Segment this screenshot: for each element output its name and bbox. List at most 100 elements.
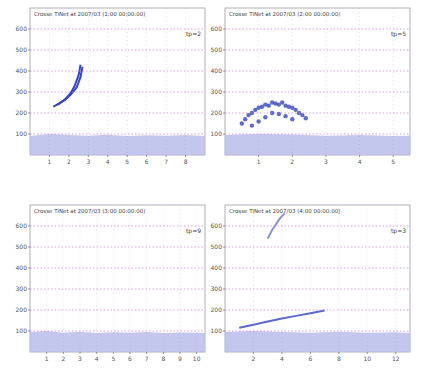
grid-line xyxy=(30,289,205,290)
y-tick-label: 100 xyxy=(211,130,223,137)
grid-line xyxy=(49,8,50,155)
grid-line xyxy=(96,205,97,352)
data-group xyxy=(225,213,410,352)
grid-line xyxy=(113,205,114,352)
grid-line xyxy=(63,205,64,352)
x-tick-label: 7 xyxy=(145,355,149,362)
tick xyxy=(281,352,282,354)
grid-line xyxy=(88,8,89,155)
grid-line xyxy=(127,8,128,155)
point xyxy=(304,116,308,120)
grid-line xyxy=(30,29,205,30)
noise-band xyxy=(225,134,410,155)
tick xyxy=(146,352,147,354)
y-tick-label: 300 xyxy=(211,285,223,292)
tick xyxy=(325,155,326,157)
x-tick-label: 4 xyxy=(106,158,110,165)
tick xyxy=(63,352,64,354)
grid-line xyxy=(225,113,410,114)
noise-band xyxy=(30,331,205,352)
grid-line xyxy=(225,310,410,311)
tick xyxy=(46,352,47,354)
tick xyxy=(223,289,225,290)
grid-line xyxy=(292,8,293,155)
grid-line xyxy=(258,8,259,155)
y-tick-label: 400 xyxy=(16,67,28,74)
grid-line xyxy=(325,8,326,155)
tick xyxy=(28,247,30,248)
tick xyxy=(359,155,360,157)
x-tick-label: 10 xyxy=(193,355,201,362)
y-tick-label: 600 xyxy=(211,222,223,229)
tick xyxy=(28,310,30,311)
tick xyxy=(223,113,225,114)
grid-line xyxy=(80,205,81,352)
grid-line xyxy=(225,226,410,227)
x-tick-label: 2 xyxy=(252,355,256,362)
y-tick-label: 600 xyxy=(211,25,223,32)
trace xyxy=(57,67,82,105)
tick xyxy=(113,352,114,354)
tick xyxy=(253,352,254,354)
y-tick-label: 600 xyxy=(16,25,28,32)
y-tick-label: 200 xyxy=(16,306,28,313)
tick xyxy=(163,352,164,354)
y-tick-label: 300 xyxy=(16,285,28,292)
x-tick-label: 8 xyxy=(161,355,165,362)
y-tick-label: 500 xyxy=(16,243,28,250)
tick xyxy=(68,155,69,157)
tick xyxy=(80,352,81,354)
x-tick-label: 4 xyxy=(280,355,284,362)
tick xyxy=(367,352,368,354)
grid-line xyxy=(30,331,205,332)
grid-line xyxy=(225,50,410,51)
point xyxy=(263,115,267,119)
grid-line xyxy=(30,50,205,51)
grid-line xyxy=(30,134,205,135)
point xyxy=(240,121,244,125)
y-tick-label: 100 xyxy=(16,130,28,137)
tick xyxy=(338,352,339,354)
point xyxy=(250,123,254,127)
x-tick-label: 3 xyxy=(86,158,90,165)
point xyxy=(300,113,304,117)
annotation: tp=5 xyxy=(391,30,406,38)
tick xyxy=(223,310,225,311)
grid-line xyxy=(30,226,205,227)
x-tick-label: 2 xyxy=(290,158,294,165)
panel: 10020030040050060012345678Crosse TiNet a… xyxy=(16,8,205,165)
tick xyxy=(28,71,30,72)
tick xyxy=(28,268,30,269)
tick xyxy=(88,155,89,157)
y-tick-label: 200 xyxy=(211,306,223,313)
grid-line xyxy=(359,8,360,155)
tick xyxy=(28,134,30,135)
tick xyxy=(223,29,225,30)
point xyxy=(283,114,287,118)
x-tick-label: 12 xyxy=(392,355,400,362)
x-tick-label: 10 xyxy=(363,355,371,362)
grid-line xyxy=(225,268,410,269)
grid-line xyxy=(225,289,410,290)
grid-line xyxy=(166,8,167,155)
tick xyxy=(28,226,30,227)
x-tick-label: 8 xyxy=(337,355,341,362)
tick xyxy=(146,155,147,157)
data-group xyxy=(30,331,205,352)
tick xyxy=(28,92,30,93)
grid-line xyxy=(225,92,410,93)
tick xyxy=(107,155,108,157)
tick xyxy=(223,268,225,269)
x-tick-label: 6 xyxy=(145,158,149,165)
panel-title: Crosse TiNet at 2007/03 (3:00 00:00:00) xyxy=(34,208,145,214)
point xyxy=(277,112,281,116)
x-tick-label: 2 xyxy=(61,355,65,362)
y-tick-label: 500 xyxy=(211,46,223,53)
tick xyxy=(96,352,97,354)
tick xyxy=(223,247,225,248)
noise-band xyxy=(225,331,410,352)
x-tick-label: 6 xyxy=(308,355,312,362)
grid-line xyxy=(180,205,181,352)
tick xyxy=(223,331,225,332)
panel: 10020030040050060012345Crosse TiNet at 2… xyxy=(211,8,410,165)
